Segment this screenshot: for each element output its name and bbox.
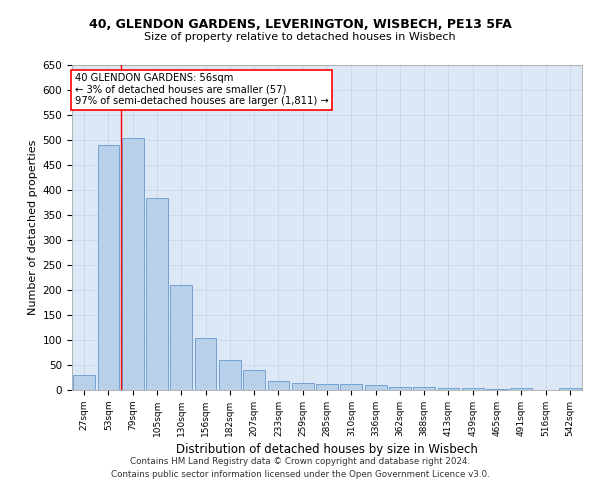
Bar	[437, 388, 460, 390]
Bar	[389, 386, 411, 390]
Text: Contains HM Land Registry data © Crown copyright and database right 2024.: Contains HM Land Registry data © Crown c…	[130, 458, 470, 466]
Bar	[194, 338, 217, 390]
Text: 40 GLENDON GARDENS: 56sqm
← 3% of detached houses are smaller (57)
97% of semi-d: 40 GLENDON GARDENS: 56sqm ← 3% of detach…	[74, 73, 328, 106]
Bar	[73, 375, 95, 390]
Bar	[219, 360, 241, 390]
Y-axis label: Number of detached properties: Number of detached properties	[28, 140, 38, 315]
Bar	[292, 382, 314, 390]
Bar	[122, 138, 143, 390]
Text: Size of property relative to detached houses in Wisbech: Size of property relative to detached ho…	[144, 32, 456, 42]
Bar	[486, 389, 508, 390]
Bar	[365, 385, 386, 390]
Bar	[170, 285, 192, 390]
Bar	[511, 388, 532, 390]
Bar	[462, 388, 484, 390]
Bar	[413, 387, 435, 390]
X-axis label: Distribution of detached houses by size in Wisbech: Distribution of detached houses by size …	[176, 443, 478, 456]
Text: 40, GLENDON GARDENS, LEVERINGTON, WISBECH, PE13 5FA: 40, GLENDON GARDENS, LEVERINGTON, WISBEC…	[89, 18, 511, 30]
Bar	[243, 370, 265, 390]
Bar	[268, 381, 289, 390]
Bar	[146, 198, 168, 390]
Bar	[340, 384, 362, 390]
Bar	[97, 145, 119, 390]
Bar	[316, 384, 338, 390]
Bar	[559, 388, 581, 390]
Text: Contains public sector information licensed under the Open Government Licence v3: Contains public sector information licen…	[110, 470, 490, 479]
